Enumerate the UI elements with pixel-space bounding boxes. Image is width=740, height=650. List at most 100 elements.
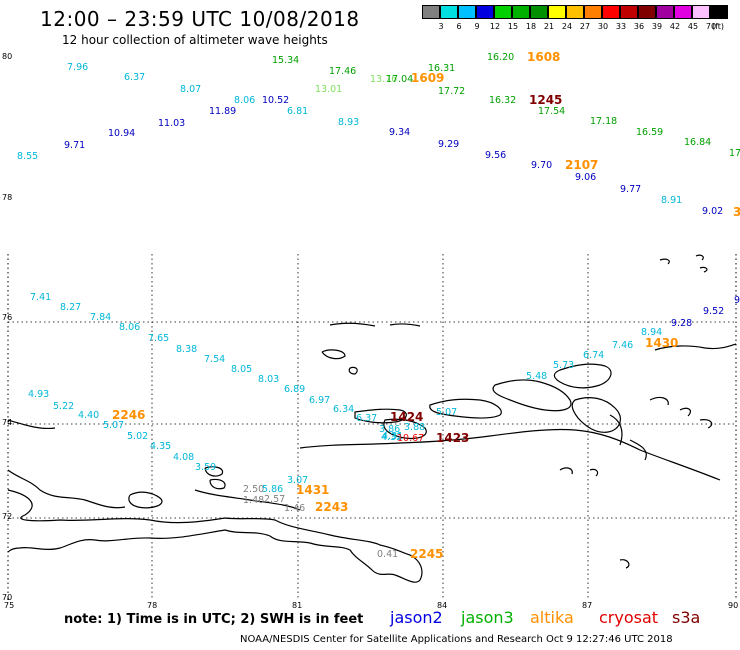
wave-height-value: 4.08 [173, 452, 195, 463]
wave-height-value: 15.34 [272, 55, 300, 66]
wave-height-value: 6.89 [284, 384, 306, 395]
page-title: 12:00 – 23:59 UTC 10/08/2018 [40, 7, 360, 31]
legend-swatch-15 [494, 5, 512, 19]
wave-height-value: 8.03 [258, 374, 280, 385]
wave-height-value: 6.34 [333, 404, 355, 415]
legend-label: 36 [633, 22, 645, 31]
lon-label-84: 84 [437, 601, 448, 610]
wave-height-value: 7.84 [90, 312, 112, 323]
legend-swatch-27 [566, 5, 584, 19]
wave-height-value: 9.02 [702, 206, 724, 217]
legend-label: 42 [669, 22, 681, 31]
legend-label: 9 [474, 22, 480, 31]
lon-label-81: 81 [292, 601, 303, 610]
legend-label: 15 [507, 22, 519, 31]
lon-label-90: 90 [728, 601, 739, 610]
wave-height-value: 1.46 [284, 503, 306, 514]
pass-time-label: 1609 [411, 71, 445, 85]
wave-height-value: 7.54 [204, 354, 226, 365]
wave-height-value: 6.37 [356, 413, 378, 424]
wave-height-value: 5.02 [127, 431, 149, 442]
wave-height-value: 17.54 [538, 106, 566, 117]
lat-label-72: 72 [2, 512, 13, 521]
wave-height-value: 9.34 [389, 127, 411, 138]
wave-height-value: 8.91 [661, 195, 683, 206]
wave-height-value: 16.84 [684, 137, 712, 148]
pass-time-label: 3 [733, 205, 740, 219]
pass-time-label: 2243 [315, 500, 349, 514]
wave-height-value: 8.94 [641, 327, 663, 338]
legend-label: 33 [615, 22, 627, 31]
wave-height-value: 4.35 [150, 441, 172, 452]
legend-jason3: jason3 [461, 608, 514, 627]
wave-height-value: 7.96 [67, 62, 89, 73]
pass-time-label: 1423 [436, 431, 470, 445]
wave-height-value: 6.97 [309, 395, 331, 406]
legend-swatch-70 [692, 5, 710, 19]
legend-cryosat: cryosat [599, 608, 659, 627]
wave-height-value: 1.48 [243, 495, 265, 506]
wave-height-value: 5.48 [526, 371, 548, 382]
wave-height-value: 5.07 [103, 420, 125, 431]
legend-label: 3 [438, 22, 444, 31]
pass-time-label: 2246 [112, 408, 146, 422]
lat-label-70: 70 [2, 593, 13, 602]
wave-height-value: 5.86 [262, 484, 284, 495]
wave-height-value: 17.18 [590, 116, 618, 127]
legend-swatch-30 [584, 5, 602, 19]
legend-label: 70 [705, 22, 717, 31]
legend-swatch-max [710, 5, 728, 19]
lat-label-74: 74 [2, 418, 13, 427]
wave-height-value: 17.72 [438, 86, 466, 97]
wave-height-value: 8.55 [17, 151, 39, 162]
wave-height-value: 8.27 [60, 302, 82, 313]
wave-height-value: 7.41 [30, 292, 52, 303]
pass-time-label: 2245 [410, 547, 444, 561]
wave-height-value: 4.31 [382, 431, 404, 442]
legend-altika: altika [530, 608, 574, 627]
lat-label-80: 80 [2, 52, 13, 61]
legend-swatch-24 [548, 5, 566, 19]
legend-label: 39 [651, 22, 663, 31]
wave-height-value: 6.81 [287, 106, 309, 117]
page-subtitle: 12 hour collection of altimeter wave hei… [62, 33, 328, 47]
legend-label: 18 [525, 22, 537, 31]
pass-time-label: 1245 [529, 93, 563, 107]
legend-swatch-36 [620, 5, 638, 19]
legend-label: 12 [489, 22, 501, 31]
legend-swatch-42 [656, 5, 674, 19]
wave-height-value: 9.06 [575, 172, 597, 183]
wave-height-value: 9.28 [671, 318, 693, 329]
pass-time-label: 2107 [565, 158, 599, 172]
legend-s3a: s3a [672, 608, 701, 627]
pass-time-label: 1431 [296, 483, 330, 497]
wave-height-value: 6.74 [583, 350, 605, 361]
lat-label-76: 76 [2, 313, 13, 322]
legend-label: 6 [456, 22, 462, 31]
legend-swatch-6 [440, 5, 458, 19]
legend-swatch-12 [476, 5, 494, 19]
legend-label: 21 [543, 22, 555, 31]
legend-swatch-45 [674, 5, 692, 19]
wave-height-value: 0.41 [377, 549, 399, 560]
legend-swatch-3 [422, 5, 440, 19]
footer-credit: NOAA/NESDIS Center for Satellite Applica… [240, 634, 673, 645]
wave-height-value: 4.93 [28, 389, 50, 400]
pass-time-label: 1608 [527, 50, 561, 64]
legend-swatch-33 [602, 5, 620, 19]
pass-time-label: 1430 [645, 336, 679, 350]
wave-height-value: 16.59 [636, 127, 664, 138]
wave-height-value: 3.59 [195, 462, 217, 473]
wave-height-value: 9.52 [703, 306, 725, 317]
wave-height-value: 10.52 [262, 95, 290, 106]
wave-height-value: 3.86 [379, 424, 401, 435]
lat-label-78: 78 [2, 193, 13, 202]
wave-height-value: 5.07 [436, 407, 458, 418]
wave-height-value: 17.04 [386, 74, 414, 85]
wave-height-value: 11.03 [158, 118, 186, 129]
legend-label: 27 [579, 22, 591, 31]
coastline [7, 254, 737, 600]
note-text: note: 1) Time is in UTC; 2) SWH is in fe… [64, 612, 364, 627]
wave-height-value: 4.40 [78, 410, 100, 421]
